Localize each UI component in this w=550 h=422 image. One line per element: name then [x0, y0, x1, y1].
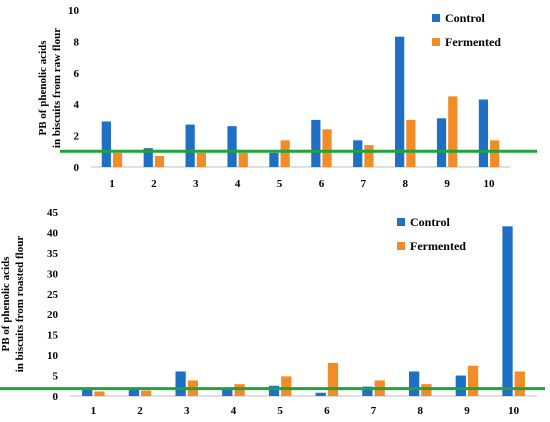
chart2-bar-fermented-6 [327, 362, 339, 396]
chart2-bar-control-7 [362, 386, 373, 396]
chart1-ytick-label-5: 10 [68, 5, 80, 17]
chart1-bar-fermented-8 [406, 119, 416, 167]
chart1-xtick-label-10: 10 [484, 178, 496, 190]
chart2-xtick-label-2: 2 [137, 405, 143, 417]
chart2-ytick-label-3: 15 [47, 330, 59, 342]
chart1-bar-control-6 [311, 119, 321, 167]
chart1-xtick-label-8: 8 [403, 178, 409, 190]
chart1-bar-fermented-10 [490, 140, 500, 167]
chart2-bar-control-3 [175, 371, 186, 396]
chart1-bar-fermented-2 [154, 156, 165, 167]
chart2-xtick-label-7: 7 [371, 405, 377, 417]
chart2-ytick-label-6: 30 [47, 268, 59, 280]
chart2-xtick-label-4: 4 [231, 405, 237, 417]
chart2-bar-control-5 [268, 385, 280, 396]
chart1-bar-fermented-5 [280, 140, 290, 167]
chart1-bar-fermented-1 [112, 152, 123, 167]
chart1-bar-control-10 [478, 99, 489, 167]
chart2-ytick-label-7: 35 [47, 248, 59, 260]
chart2-bar-fermented-10 [514, 371, 525, 396]
chart2-bar-fermented-1 [94, 391, 105, 396]
chart1-ytick-label-3: 6 [74, 68, 80, 80]
chart2-ytick-label-5: 25 [47, 289, 59, 301]
chart1-bar-fermented-7 [364, 145, 374, 167]
chart2-bar-control-10 [502, 226, 513, 396]
chart1-ytick-label-1: 2 [74, 131, 80, 143]
chart2-ytick-label-2: 10 [47, 350, 59, 362]
chart1-bar-control-3 [185, 124, 195, 167]
chart1-legend-label-fermented: Fermented [445, 35, 501, 49]
chart1-ytick-label-2: 4 [74, 99, 80, 111]
chart1-legend-label-control: Control [445, 11, 485, 25]
chart1-bar-fermented-4 [238, 152, 248, 167]
chart2-bar-control-9 [455, 375, 466, 396]
chart2-legend-label-control: Control [410, 215, 450, 229]
chart2-bar-fermented-9 [467, 365, 479, 396]
chart1-bar-control-9 [436, 118, 447, 167]
chart1-ylabel-line-1: PB of phenolic acids [37, 40, 49, 136]
chart2-bar-control-2 [128, 389, 140, 396]
chart1-bar-control-5 [269, 152, 279, 167]
chart2-xtick-label-8: 8 [418, 405, 424, 417]
chart2-ytick-label-1: 5 [53, 371, 59, 383]
chart1-ytick-label-4: 8 [74, 36, 80, 48]
chart2-xtick-label-9: 9 [464, 405, 470, 417]
chart1-xtick-label-9: 9 [444, 178, 450, 190]
chart1-xtick-label-2: 2 [151, 178, 157, 190]
chart1-bar-control-7 [353, 140, 363, 167]
chart2-legend-label-fermented: Fermented [410, 239, 466, 253]
chart2-bar-control-1 [82, 388, 93, 396]
chart2-ytick-label-8: 40 [47, 227, 59, 239]
chart2-legend-swatch-fermented [397, 242, 405, 250]
chart1-bar-control-8 [395, 36, 405, 167]
chart2-ytick-label-4: 20 [47, 309, 59, 321]
chart1-xtick-label-1: 1 [109, 178, 115, 190]
chart1-ytick-label-0: 0 [74, 162, 80, 174]
chart2-legend-swatch-control [397, 218, 405, 226]
chart1-bar-fermented-6 [322, 129, 332, 167]
chart1-xtick-label-6: 6 [319, 178, 325, 190]
chart2-bar-control-4 [222, 388, 233, 396]
chart1-xtick-label-5: 5 [277, 178, 283, 190]
chart2-xtick-label-5: 5 [277, 405, 283, 417]
chart2-bar-control-6 [315, 392, 326, 396]
chart1-bar-fermented-9 [448, 96, 458, 167]
chart1-legend-swatch-fermented [432, 38, 440, 46]
chart2-bar-fermented-2 [141, 390, 152, 396]
chart2-xtick-label-6: 6 [324, 405, 330, 417]
chart2-xtick-label-10: 10 [508, 405, 520, 417]
chart1-bar-fermented-3 [196, 152, 206, 167]
chart1-bar-control-4 [227, 126, 237, 167]
chart1-xtick-label-3: 3 [193, 178, 199, 190]
chart2-bar-fermented-5 [281, 376, 292, 396]
chart1-xtick-label-7: 7 [361, 178, 367, 190]
chart1-bar-control-1 [101, 121, 111, 167]
chart1-legend-swatch-control [432, 14, 440, 22]
chart2-ytick-label-9: 45 [47, 207, 59, 219]
chart1-ylabel-line-2: in biscuits from raw flour [51, 28, 63, 148]
chart2-xtick-label-1: 1 [91, 405, 97, 417]
chart2-xtick-label-3: 3 [184, 405, 190, 417]
chart2-ylabel-line-2: in biscuits from roasted flour [14, 236, 26, 373]
chart2-ylabel-line-1: PB of phenolic acids [0, 256, 12, 352]
chart2-ytick-label-0: 0 [53, 391, 59, 403]
chart1-bar-control-2 [143, 148, 153, 167]
chart1-xtick-label-4: 4 [235, 178, 241, 190]
chart2-bar-control-8 [408, 371, 420, 396]
